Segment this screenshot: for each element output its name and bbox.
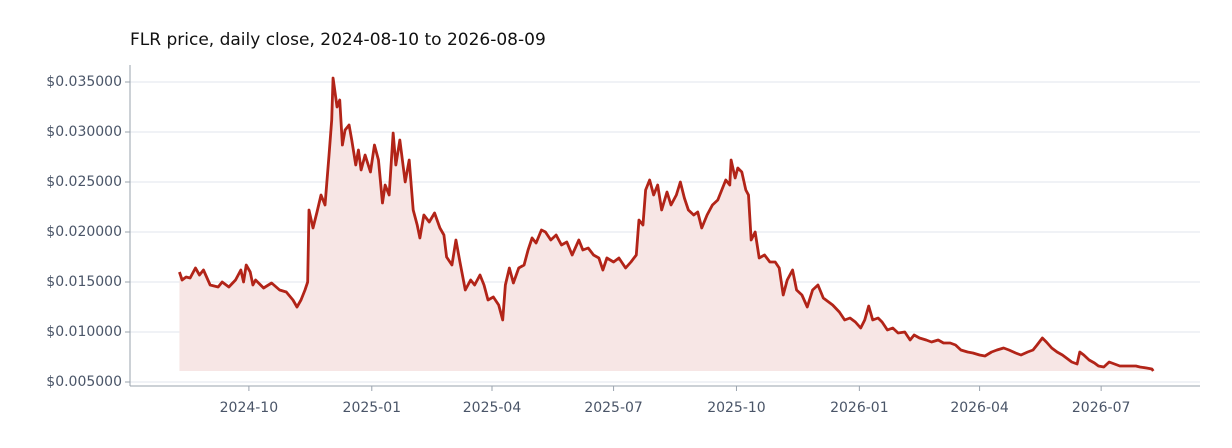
price-area — [179, 78, 1154, 371]
x-tick-label: 2024-10 — [220, 400, 279, 416]
price-line — [178, 76, 1155, 372]
y-tick-label: $0.015000 — [46, 274, 122, 290]
x-tick-label: 2025-04 — [463, 400, 522, 416]
y-tick-label: $0.010000 — [46, 324, 122, 340]
y-tick-label: $0.030000 — [46, 124, 122, 140]
x-tick-label: 2025-07 — [584, 400, 643, 416]
x-tick-label: 2025-10 — [707, 400, 766, 416]
y-tick-label: $0.035000 — [46, 74, 122, 90]
x-tick-label: 2026-07 — [1072, 400, 1131, 416]
chart-title: FLR price, daily close, 2024-08-10 to 20… — [130, 30, 546, 50]
x-tick-label: 2026-01 — [830, 400, 889, 416]
y-tick-label: $0.005000 — [46, 374, 122, 390]
x-tick-label: 2026-04 — [950, 400, 1009, 416]
y-tick-label: $0.025000 — [46, 174, 122, 190]
y-tick-label: $0.020000 — [46, 224, 122, 240]
x-tick-label: 2025-01 — [343, 400, 402, 416]
